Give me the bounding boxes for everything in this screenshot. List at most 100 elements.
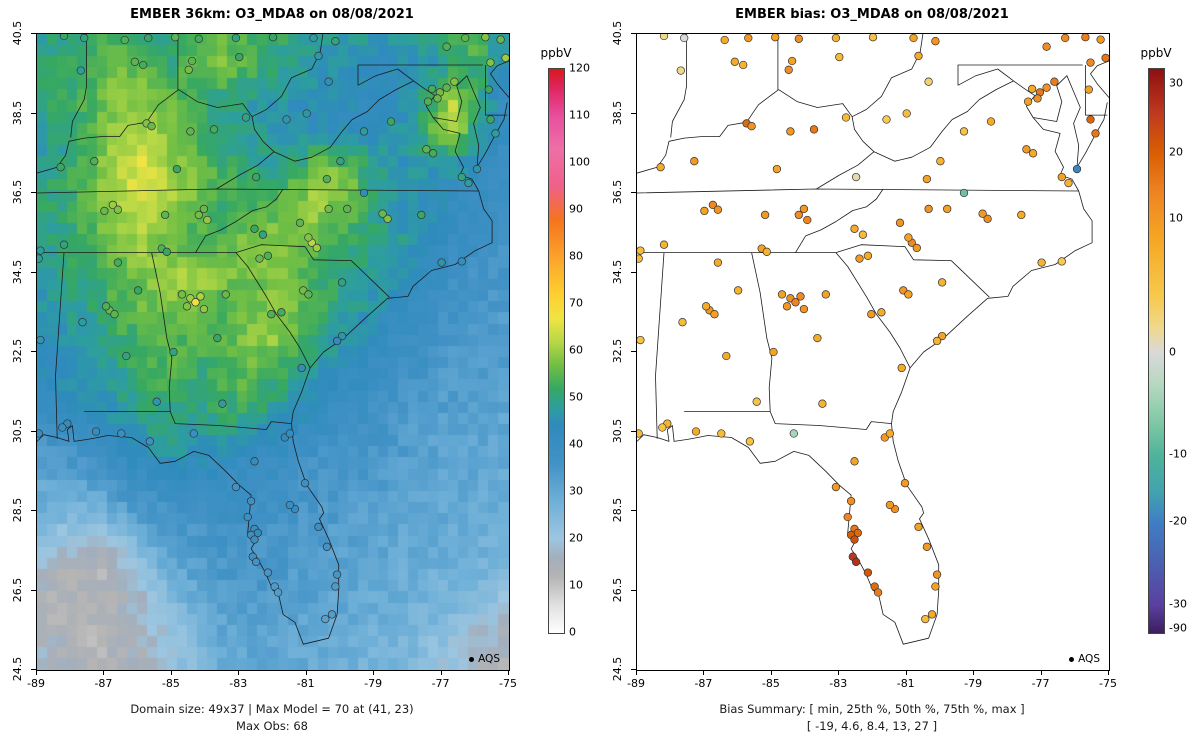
station-dot [1017,210,1026,220]
x-axis-tick-label: -85 [761,677,780,690]
x-axis-tick [838,670,840,675]
station-dot [285,429,295,438]
map-boundary-line [485,65,508,116]
station-dot [324,77,333,86]
station-dot [331,37,340,46]
map-boundary-line [816,151,875,190]
station-dot [868,34,878,42]
y-axis-tick [31,510,36,511]
station-dot [762,247,771,256]
x-axis-tick-label: -81 [896,677,915,690]
station-dot [359,188,369,198]
y-axis-tick-label: 40.5 [11,20,24,46]
map-boundary-line [273,80,414,162]
station-dot [309,34,318,43]
station-dot [336,157,345,166]
map-boundary-line [795,188,884,253]
station-dot [850,535,859,544]
station-dot [1037,258,1046,267]
station-dot [959,188,969,198]
map-boundary-line [637,89,875,174]
x-axis-tick-label: -77 [1031,677,1050,690]
station-dot [100,206,109,216]
station-dot [152,397,161,406]
station-dot [484,85,493,94]
x-axis-tick [508,670,509,675]
station-dot [637,429,643,438]
station-dot [959,127,969,136]
station-dot [877,308,886,317]
station-dot [831,34,841,43]
y-axis-tick [31,112,36,114]
station-dot [745,437,755,446]
station-dot [1057,257,1066,266]
station-dot [786,127,795,136]
station-dot [843,512,852,522]
station-dot [383,214,392,223]
station-dot [902,109,911,118]
station-dot [187,56,197,66]
station-dot [423,97,433,106]
station-dot [789,429,798,438]
station-dot [461,34,470,43]
map-boundary-line [70,34,87,138]
station-dot [231,482,241,492]
station-dot [752,397,761,406]
station-dot [1061,34,1070,43]
station-dot [450,77,459,86]
station-dot [986,117,996,126]
x-axis-tick-label: -79 [364,677,383,690]
x-axis-tick [440,670,442,675]
station-dot [885,500,895,510]
station-dot [637,254,643,263]
station-dot [108,200,118,210]
map-boundary-line [37,89,275,174]
station-dot [255,254,264,263]
map-boundary-line [195,188,284,253]
x-axis-tick [373,670,375,675]
colorbar-tick-label: 80 [569,249,583,263]
station-dot [442,42,451,51]
left-caption-line1: Domain size: 49x37 | Max Model = 70 at (… [130,702,414,716]
colorbar-tick-label: 20 [569,531,583,545]
station-dot [841,113,851,122]
station-dot [678,318,687,327]
map-boundary-line [1090,60,1109,98]
x-axis-tick [238,670,240,675]
y-axis-tick [631,589,636,591]
station-dot [186,127,195,136]
y-axis-tick-label: 24.5 [11,656,24,682]
station-dot [295,218,305,227]
station-dot [263,568,273,577]
x-axis-tick-label: -89 [627,677,645,690]
station-dot [101,302,111,311]
station-dot [203,215,212,225]
station-dot [922,542,932,551]
station-dot [481,34,490,42]
x-axis-tick-label: -77 [431,677,450,690]
station-dot [314,51,323,61]
x-axis-tick [973,670,975,675]
y-axis-tick [631,669,636,670]
station-dot [191,298,200,307]
station-dot [1101,53,1109,63]
y-axis-tick-label: 30.5 [611,418,624,443]
station-dot [809,125,819,134]
map-boundary-line [476,102,508,168]
station-dot [936,157,945,166]
station-dot [794,34,803,43]
map-boundary-line [84,411,292,430]
station-dot [717,429,726,438]
station-dot [56,163,65,172]
right-caption-line1: Bias Summary: [ min, 25th %, 50th %, 75t… [719,702,1025,716]
map-boundary-line [37,174,493,645]
station-dot [782,302,792,311]
station-dot [250,535,259,544]
station-dot [927,610,937,619]
station-dot [235,52,244,62]
station-dot [486,115,495,124]
x-axis-tick-label: -75 [499,677,517,690]
colorbar-tick-label: 0 [1169,345,1176,359]
colorbar-tick-label: 40 [569,437,583,451]
station-dot [427,84,437,94]
